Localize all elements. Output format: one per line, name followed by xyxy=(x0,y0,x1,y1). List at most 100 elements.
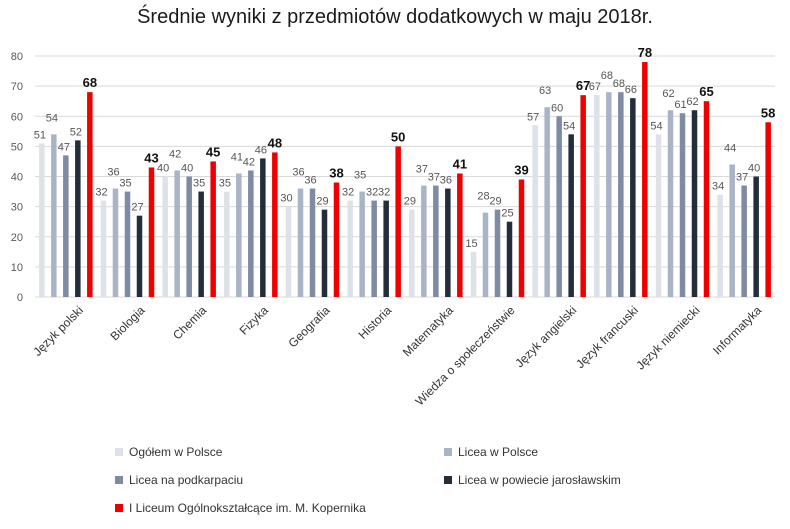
legend-label: Licea w Polsce xyxy=(458,445,539,459)
bar xyxy=(470,251,477,297)
legend-item-kopernik: I Liceum Ogólnokształcące im. M. Koperni… xyxy=(115,501,366,515)
bar xyxy=(691,110,698,297)
legend-label: Licea w powiecie jarosławskim xyxy=(458,473,621,487)
data-label: 57 xyxy=(527,111,539,123)
bar xyxy=(395,146,401,297)
data-label: 35 xyxy=(193,178,205,190)
data-label: 48 xyxy=(268,135,282,150)
bar xyxy=(236,173,242,297)
data-label: 51 xyxy=(34,129,46,141)
bar xyxy=(556,116,562,297)
bar xyxy=(186,176,192,297)
data-label: 15 xyxy=(465,238,477,250)
bar xyxy=(421,185,427,297)
data-label: 35 xyxy=(354,170,366,182)
data-label: 42 xyxy=(169,148,181,160)
bar xyxy=(297,188,304,297)
y-tick-label: 0 xyxy=(17,292,23,304)
data-label: 36 xyxy=(292,167,304,179)
data-label: 37 xyxy=(416,164,428,176)
bar xyxy=(433,185,439,297)
data-label: 29 xyxy=(316,196,328,208)
data-label: 25 xyxy=(501,208,513,220)
bar xyxy=(321,209,328,297)
data-label: 28 xyxy=(477,191,489,203)
data-label: 68 xyxy=(601,70,613,82)
y-tick-label: 40 xyxy=(11,172,23,184)
data-label: 54 xyxy=(650,120,662,132)
bar xyxy=(532,125,538,297)
bar xyxy=(136,215,143,297)
bar xyxy=(272,152,278,297)
x-tick-label: Język francuski xyxy=(573,303,641,371)
data-label: 32 xyxy=(342,187,354,199)
data-label: 54 xyxy=(563,120,575,132)
data-label: 44 xyxy=(724,142,736,154)
bar xyxy=(224,191,230,297)
x-tick-label: Biologia xyxy=(108,303,148,343)
data-label: 47 xyxy=(58,141,70,153)
data-label: 58 xyxy=(761,105,775,120)
data-label: 36 xyxy=(107,167,119,179)
data-label: 29 xyxy=(404,196,416,208)
chart-title: Średnie wyniki z przedmiotów dodatkowych… xyxy=(137,6,653,28)
bar xyxy=(544,107,550,298)
data-label: 68 xyxy=(613,78,625,90)
data-label: 32 xyxy=(366,187,378,199)
data-label: 43 xyxy=(144,150,158,165)
bar xyxy=(494,209,501,297)
bar xyxy=(703,101,710,297)
bar xyxy=(753,176,759,297)
x-tick-label: Język niemiecki xyxy=(633,303,702,372)
bar xyxy=(729,164,735,297)
legend-item-podkarpacie: Licea na podkarpaciu xyxy=(115,473,243,487)
data-label: 67 xyxy=(589,81,601,93)
data-label: 63 xyxy=(539,85,551,97)
data-label: 37 xyxy=(428,172,440,184)
bar xyxy=(580,95,586,297)
x-tick-label: Język angielski xyxy=(512,303,579,370)
data-label: 68 xyxy=(83,75,97,90)
y-axis-ticks: 0 10 20 30 40 50 60 70 80 xyxy=(11,51,23,304)
y-tick-label: 20 xyxy=(11,232,23,244)
bar xyxy=(210,161,216,297)
x-tick-label: Matematyka xyxy=(400,303,456,359)
x-tick-label: Wiedza o społeczeństwie xyxy=(412,303,517,408)
bar xyxy=(87,92,93,298)
bar xyxy=(518,179,525,297)
legend-label: I Liceum Ogólnokształcące im. M. Koperni… xyxy=(129,501,366,515)
gridlines xyxy=(35,55,775,298)
bar xyxy=(112,188,119,297)
bar xyxy=(741,185,747,297)
data-label: 27 xyxy=(131,202,143,214)
bar xyxy=(333,182,340,297)
bar xyxy=(285,206,292,297)
data-label: 50 xyxy=(391,129,405,144)
legend-swatch xyxy=(444,448,452,456)
x-axis-ticks: Język polski Biologia Chemia Fizyka Geografi… xyxy=(30,303,764,408)
y-tick-label: 60 xyxy=(11,111,23,123)
bar xyxy=(765,122,771,298)
bar xyxy=(39,143,45,297)
bar xyxy=(100,200,107,297)
bar xyxy=(75,140,81,297)
bar xyxy=(309,188,316,297)
bar xyxy=(359,191,365,297)
data-label: 36 xyxy=(304,175,316,187)
bars xyxy=(39,62,771,298)
legend-swatch xyxy=(115,504,123,512)
y-tick-label: 50 xyxy=(11,141,23,153)
bar xyxy=(248,170,254,297)
legend-label: Ogółem w Polsce xyxy=(129,445,223,459)
y-tick-label: 10 xyxy=(11,262,23,274)
bar xyxy=(482,212,489,297)
data-label: 66 xyxy=(625,84,637,96)
bar xyxy=(174,170,180,297)
data-label: 65 xyxy=(699,84,713,99)
data-label: 40 xyxy=(157,163,169,175)
bar xyxy=(347,200,353,297)
data-label: 35 xyxy=(219,178,231,190)
data-label: 32 xyxy=(378,187,390,199)
bar xyxy=(618,92,624,298)
